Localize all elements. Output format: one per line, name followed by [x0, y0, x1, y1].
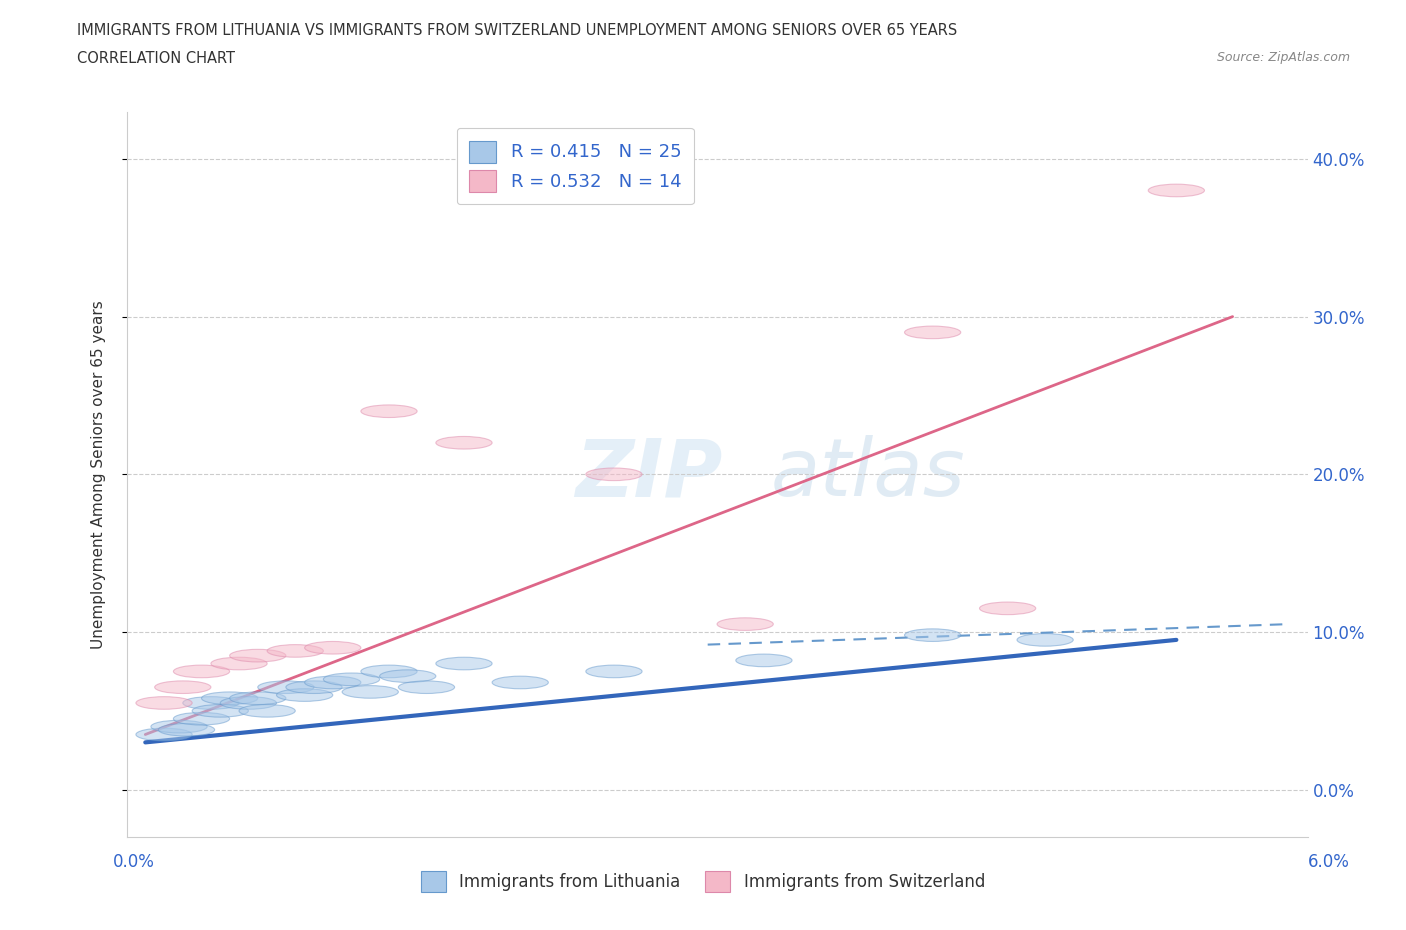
- Ellipse shape: [183, 697, 239, 710]
- Y-axis label: Unemployment Among Seniors over 65 years: Unemployment Among Seniors over 65 years: [91, 300, 105, 649]
- Ellipse shape: [904, 629, 960, 642]
- Ellipse shape: [323, 673, 380, 685]
- Ellipse shape: [221, 697, 277, 710]
- Ellipse shape: [305, 676, 361, 689]
- Ellipse shape: [193, 705, 249, 717]
- Ellipse shape: [136, 728, 193, 741]
- Text: atlas: atlas: [770, 435, 965, 513]
- Ellipse shape: [1149, 184, 1205, 197]
- Ellipse shape: [277, 689, 333, 701]
- Text: 6.0%: 6.0%: [1308, 853, 1350, 870]
- Ellipse shape: [267, 644, 323, 658]
- Ellipse shape: [342, 685, 398, 698]
- Ellipse shape: [229, 692, 285, 705]
- Ellipse shape: [257, 681, 314, 694]
- Ellipse shape: [239, 705, 295, 717]
- Legend: Immigrants from Lithuania, Immigrants from Switzerland: Immigrants from Lithuania, Immigrants fr…: [415, 865, 991, 898]
- Ellipse shape: [150, 721, 207, 733]
- Ellipse shape: [173, 712, 229, 725]
- Ellipse shape: [229, 649, 285, 662]
- Ellipse shape: [1017, 633, 1073, 646]
- Ellipse shape: [380, 670, 436, 683]
- Ellipse shape: [155, 681, 211, 694]
- Ellipse shape: [904, 326, 960, 339]
- Text: IMMIGRANTS FROM LITHUANIA VS IMMIGRANTS FROM SWITZERLAND UNEMPLOYMENT AMONG SENI: IMMIGRANTS FROM LITHUANIA VS IMMIGRANTS …: [77, 23, 957, 38]
- Ellipse shape: [436, 436, 492, 449]
- Ellipse shape: [398, 681, 454, 694]
- Text: 0.0%: 0.0%: [112, 853, 155, 870]
- Ellipse shape: [159, 724, 215, 736]
- Ellipse shape: [980, 602, 1036, 615]
- Ellipse shape: [211, 658, 267, 670]
- Text: CORRELATION CHART: CORRELATION CHART: [77, 51, 235, 66]
- Ellipse shape: [305, 642, 361, 654]
- Text: ZIP: ZIP: [575, 435, 723, 513]
- Ellipse shape: [361, 405, 418, 418]
- Ellipse shape: [285, 681, 342, 694]
- Ellipse shape: [436, 658, 492, 670]
- Ellipse shape: [717, 618, 773, 631]
- Ellipse shape: [492, 676, 548, 689]
- Text: Source: ZipAtlas.com: Source: ZipAtlas.com: [1216, 51, 1350, 64]
- Ellipse shape: [173, 665, 229, 678]
- Ellipse shape: [735, 654, 792, 667]
- Legend: R = 0.415   N = 25, R = 0.532   N = 14: R = 0.415 N = 25, R = 0.532 N = 14: [457, 128, 695, 205]
- Ellipse shape: [586, 665, 643, 678]
- Ellipse shape: [361, 665, 418, 678]
- Ellipse shape: [201, 692, 257, 705]
- Ellipse shape: [136, 697, 193, 710]
- Ellipse shape: [586, 468, 643, 481]
